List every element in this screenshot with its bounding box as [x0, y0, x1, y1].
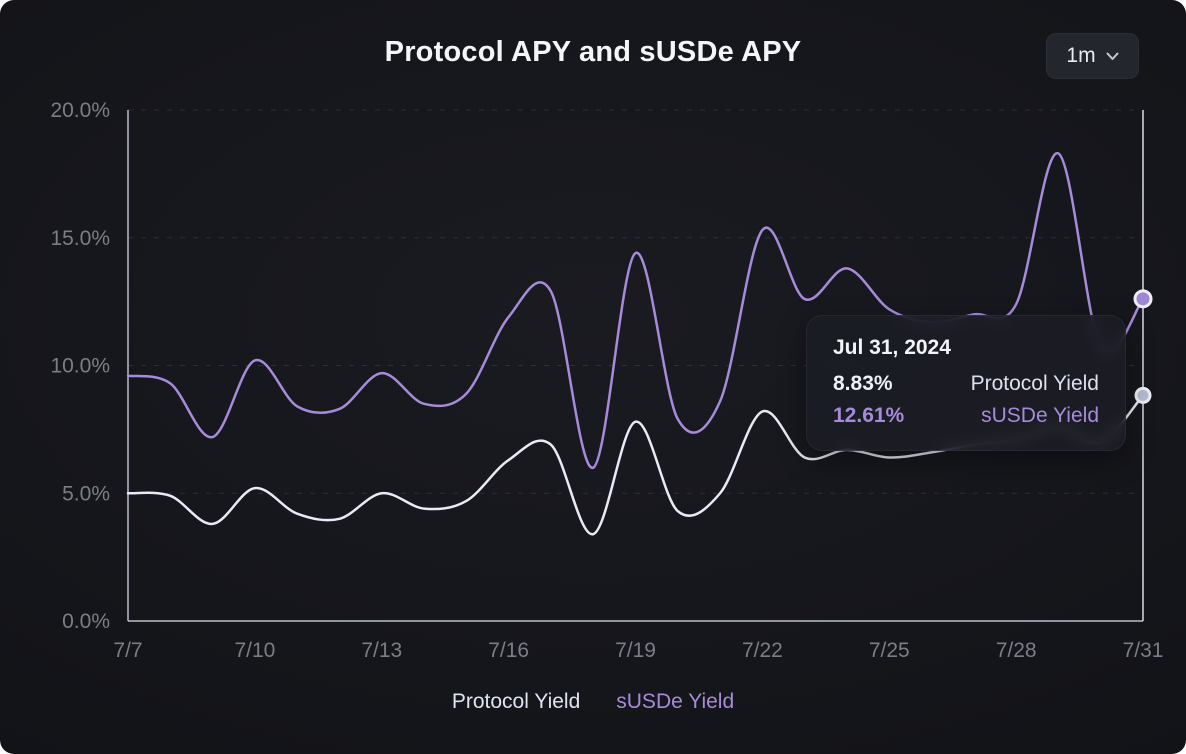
chart-legend: Protocol Yield sUSDe Yield [0, 690, 1186, 714]
tooltip-susde-value: 12.61% [833, 404, 905, 427]
svg-text:7/7: 7/7 [113, 639, 142, 662]
time-range-dropdown[interactable]: 1m [1046, 33, 1139, 79]
legend-protocol-yield[interactable]: Protocol Yield [451, 690, 581, 713]
svg-text:7/13: 7/13 [361, 639, 402, 662]
svg-text:7/22: 7/22 [742, 639, 783, 662]
legend-susde-yield[interactable]: sUSDe Yield [616, 690, 735, 713]
svg-text:7/25: 7/25 [869, 639, 910, 662]
svg-text:7/19: 7/19 [615, 639, 656, 662]
svg-text:7/16: 7/16 [488, 639, 529, 662]
svg-text:15.0%: 15.0% [50, 227, 110, 250]
chart-tooltip: Jul 31, 2024 8.83% Protocol Yield 12.61%… [806, 315, 1126, 451]
svg-text:7/28: 7/28 [996, 639, 1037, 662]
tooltip-row-protocol: 8.83% Protocol Yield [833, 372, 1099, 396]
tooltip-susde-label: sUSDe Yield [981, 404, 1099, 427]
tooltip-row-susde: 12.61% sUSDe Yield [833, 404, 1099, 428]
svg-text:10.0%: 10.0% [50, 355, 110, 378]
tooltip-protocol-value: 8.83% [833, 372, 893, 395]
svg-text:7/10: 7/10 [234, 639, 275, 662]
tooltip-protocol-label: Protocol Yield [970, 372, 1099, 395]
tooltip-date: Jul 31, 2024 [833, 336, 951, 359]
svg-text:20.0%: 20.0% [50, 99, 110, 122]
svg-text:0.0%: 0.0% [62, 610, 110, 633]
time-range-value: 1m [1066, 44, 1096, 67]
svg-text:5.0%: 5.0% [62, 482, 110, 505]
chevron-down-icon [1106, 52, 1119, 60]
svg-text:7/31: 7/31 [1123, 639, 1164, 662]
chart-title: Protocol APY and sUSDe APY [384, 36, 802, 68]
